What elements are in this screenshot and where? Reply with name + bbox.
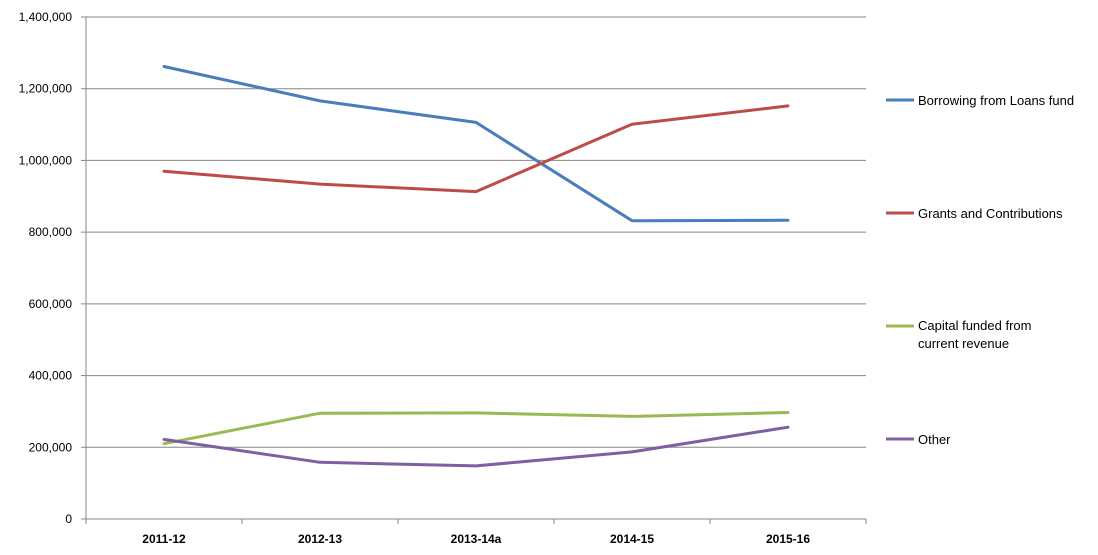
- axes: [81, 16, 867, 524]
- y-tick-label: 1,400,000: [19, 10, 73, 24]
- series-line-3: [162, 411, 790, 446]
- series-line-1: [162, 65, 790, 223]
- legend-label: Capital funded from: [918, 318, 1031, 333]
- x-tick-label: 2013-14a: [451, 532, 502, 546]
- gridlines: [86, 16, 866, 448]
- y-tick-label: 800,000: [29, 225, 73, 239]
- y-tick-label: 1,000,000: [19, 153, 73, 167]
- x-tick-label: 2014-15: [610, 532, 654, 546]
- legend-label: Borrowing from Loans fund: [918, 93, 1074, 108]
- legend-label: current revenue: [918, 336, 1009, 351]
- series-line-2: [162, 104, 790, 194]
- y-tick-label: 400,000: [29, 369, 73, 383]
- y-tick-label: 0: [65, 512, 72, 526]
- y-tick-labels: 0 200,000 400,000 600,000 800,000 1,000,000 1,…: [19, 10, 73, 526]
- legend-label: Grants and Contributions: [918, 206, 1063, 221]
- series-lines: [162, 65, 790, 468]
- y-tick-label: 600,000: [29, 297, 73, 311]
- y-tick-label: 1,200,000: [19, 82, 73, 96]
- x-tick-label: 2015-16: [766, 532, 810, 546]
- x-tick-label: 2012-13: [298, 532, 342, 546]
- legend: Borrowing from Loans fund Grants and Cont…: [886, 93, 1074, 447]
- legend-label: Other: [918, 432, 951, 447]
- x-tick-label: 2011-12: [142, 532, 186, 546]
- y-tick-label: 200,000: [29, 440, 73, 454]
- series-line-4: [162, 425, 790, 468]
- x-tick-labels: 2011-12 2012-13 2013-14a 2014-15 2015-16: [142, 532, 810, 546]
